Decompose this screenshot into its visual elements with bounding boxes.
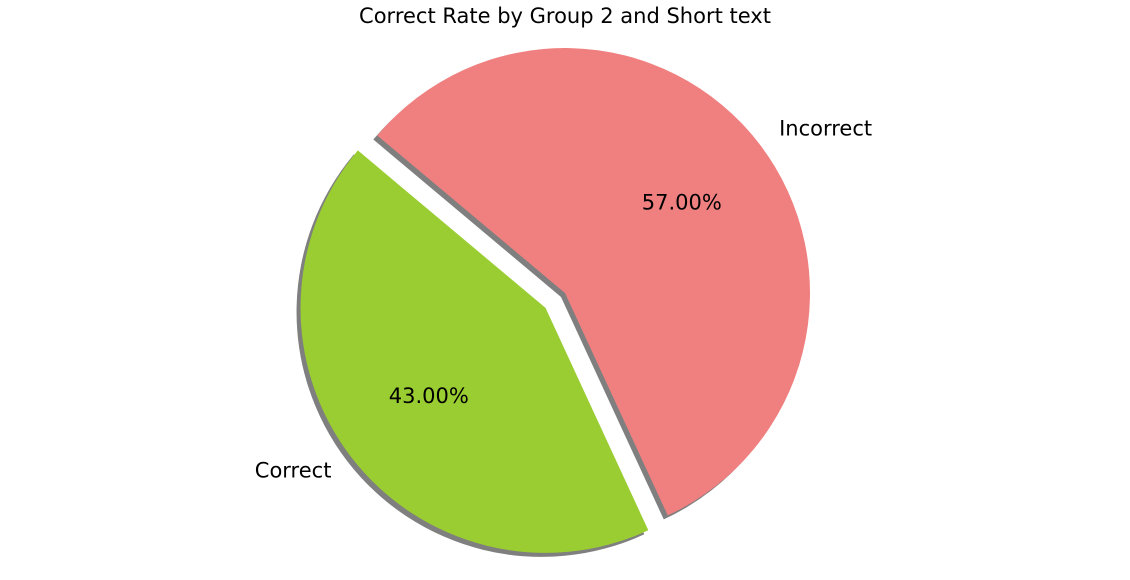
- slice-percent-incorrect: 57.00%: [642, 191, 722, 215]
- pie-slice-layer: [300, 47, 810, 553]
- pie-slice-correct: [300, 150, 649, 553]
- slice-label-correct: Correct: [255, 459, 332, 483]
- chart-title: Correct Rate by Group 2 and Short text: [359, 4, 771, 28]
- pie-label-layer: Correct 43.00% Incorrect 57.00%: [255, 116, 872, 482]
- slice-label-incorrect: Incorrect: [779, 116, 872, 140]
- slice-percent-correct: 43.00%: [389, 384, 469, 408]
- pie-slice-incorrect: [377, 47, 810, 516]
